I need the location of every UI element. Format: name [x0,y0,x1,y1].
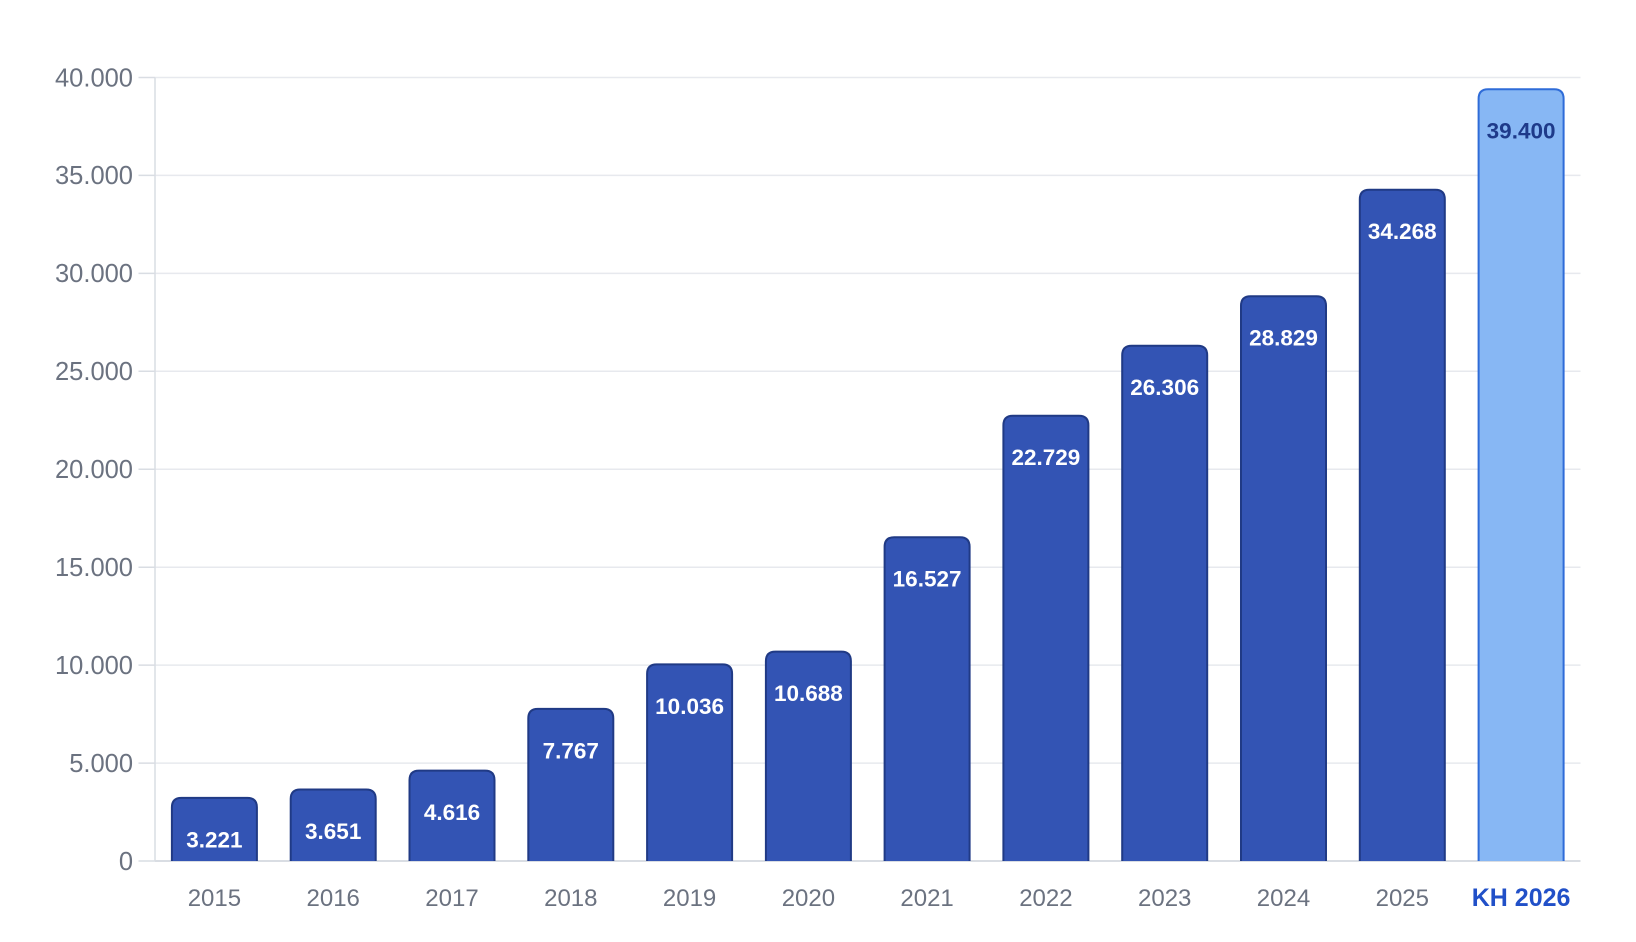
svg-text:26.306: 26.306 [1130,375,1199,400]
svg-text:2016: 2016 [307,885,360,912]
svg-text:4.616: 4.616 [424,800,480,825]
svg-text:2017: 2017 [425,885,478,912]
svg-text:2021: 2021 [900,885,953,912]
svg-text:35.000: 35.000 [55,162,133,190]
svg-text:30.000: 30.000 [55,260,133,288]
svg-text:KH 2026: KH 2026 [1472,884,1571,912]
svg-text:34.268: 34.268 [1368,219,1437,244]
svg-text:2023: 2023 [1138,885,1191,912]
svg-text:28.829: 28.829 [1249,326,1318,351]
svg-text:2019: 2019 [663,885,716,912]
svg-text:2018: 2018 [544,885,597,912]
svg-text:10.688: 10.688 [774,681,843,706]
svg-text:10.036: 10.036 [655,694,724,719]
svg-text:10.000: 10.000 [55,652,133,680]
svg-text:3.221: 3.221 [186,827,242,852]
svg-text:0: 0 [119,848,133,876]
svg-text:16.527: 16.527 [893,567,962,592]
svg-text:22.729: 22.729 [1011,445,1080,470]
svg-text:15.000: 15.000 [55,554,133,582]
svg-text:7.767: 7.767 [543,738,599,763]
svg-text:2015: 2015 [188,885,241,912]
svg-text:2025: 2025 [1376,885,1429,912]
svg-text:39.400: 39.400 [1487,119,1556,144]
svg-text:40.000: 40.000 [55,64,133,92]
svg-text:5.000: 5.000 [69,750,133,778]
svg-text:2024: 2024 [1257,885,1310,912]
svg-text:3.651: 3.651 [305,819,361,844]
svg-text:20.000: 20.000 [55,456,133,484]
svg-text:2020: 2020 [782,885,835,912]
svg-text:25.000: 25.000 [55,358,133,386]
svg-text:2022: 2022 [1019,885,1072,912]
